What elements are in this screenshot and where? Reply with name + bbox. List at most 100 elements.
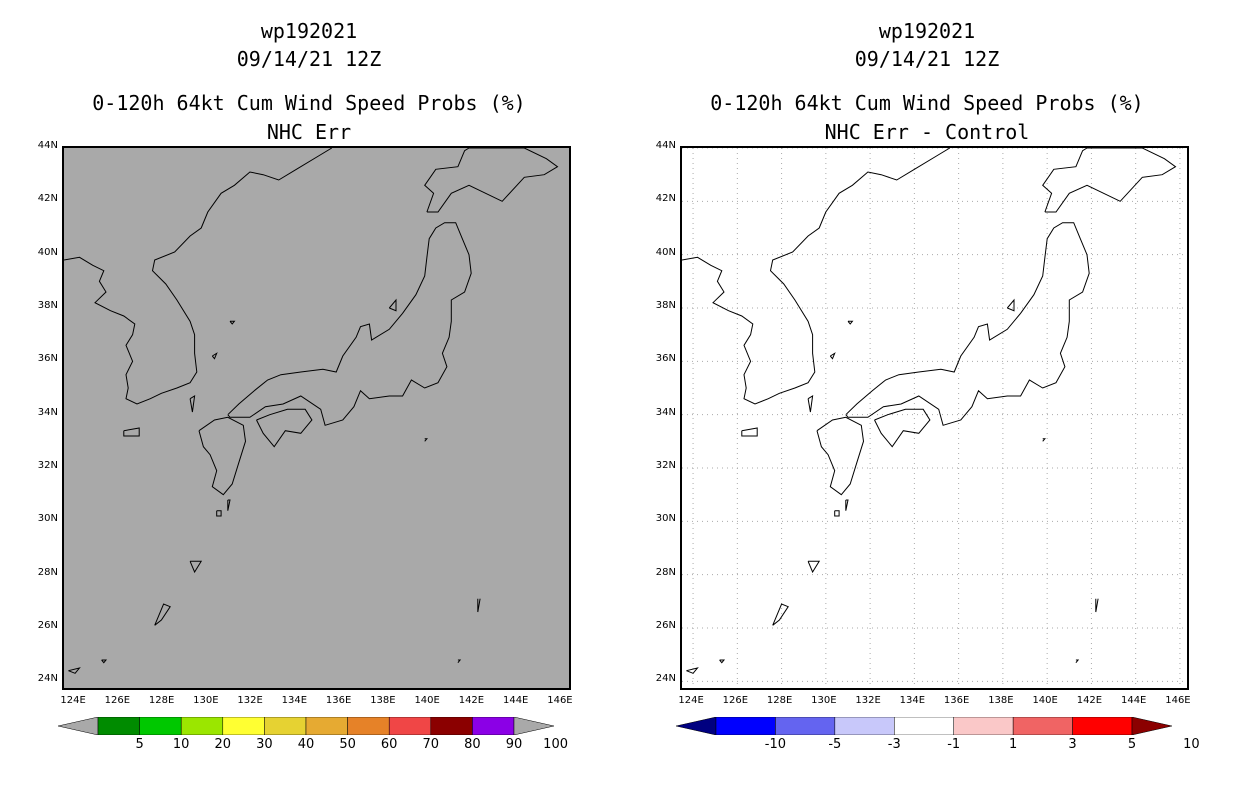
colorbar-swatch — [953, 716, 1014, 736]
lon-tick-label: 136E — [943, 695, 970, 706]
lat-tick-label: 30N — [37, 513, 58, 525]
lon-tick-label: 140E — [1032, 695, 1058, 706]
colorbar-label: 1 — [1009, 737, 1018, 752]
coastline — [227, 499, 231, 511]
colorbar-label: 80 — [464, 737, 481, 752]
date-title: 09/14/21 12Z — [236, 47, 382, 71]
colorbar-label: -1 — [947, 737, 961, 752]
lat-tick-label: 26N — [37, 620, 58, 631]
colorbar-swatch — [775, 716, 836, 736]
coastline — [457, 659, 462, 664]
colorbar — [57, 716, 555, 739]
panel-left: wp192021 09/14/21 12Z 0-120h 64kt Cum Wi… — [37, 19, 573, 752]
lon-tick-label: 144E — [1120, 695, 1147, 706]
coastline — [68, 667, 81, 674]
lat-tick-label: 40N — [37, 246, 58, 258]
coastline — [686, 667, 699, 674]
coastline — [816, 416, 865, 496]
coastline — [424, 438, 428, 442]
lat-tick-label: 42N — [37, 193, 58, 205]
coastline — [834, 510, 840, 517]
coastline — [807, 395, 814, 413]
map-frame — [62, 146, 571, 690]
lat-tick-label: 38N — [37, 300, 58, 311]
coastline — [845, 222, 1090, 426]
lon-tick-label: 126E — [722, 695, 749, 706]
colorbar-label: 50 — [339, 737, 356, 752]
coastline — [216, 510, 222, 517]
colorbar-swatch — [222, 716, 265, 736]
colorbar-swatch — [264, 716, 307, 736]
lat-tick-label: 40N — [655, 246, 676, 258]
colorbar-swatch — [472, 716, 515, 736]
lat-tick-label: 34N — [37, 406, 58, 418]
panel-right: wp192021 09/14/21 12Z 0-120h 64kt Cum Wi… — [618, 0, 1236, 800]
storm-id-title: wp192021 — [878, 19, 976, 43]
lat-tick-label: 28N — [655, 566, 676, 578]
colorbar-label: 40 — [297, 737, 315, 752]
colorbar-swatch — [347, 716, 390, 736]
lat-tick-label: 28N — [37, 566, 58, 578]
lon-tick-label: 130E — [193, 695, 219, 706]
experiment-title: NHC Err - Control — [824, 120, 1030, 144]
colorbar-label: -5 — [828, 737, 842, 752]
coastline — [1042, 148, 1177, 213]
coastline — [772, 603, 789, 626]
colorbar-label: -3 — [887, 737, 901, 752]
lon-tick-label: 134E — [281, 695, 308, 706]
lon-tick-label: 142E — [1076, 695, 1103, 706]
lat-tick-label: 32N — [655, 460, 676, 471]
map-frame — [680, 146, 1189, 690]
map-svg — [682, 148, 1187, 688]
coastline — [847, 320, 854, 325]
coastline — [1006, 298, 1015, 312]
lon-tick-label: 146E — [1165, 695, 1191, 706]
colorbar — [675, 716, 1173, 739]
colorbar-swatch — [180, 716, 224, 736]
colorbar-low-arrow — [57, 716, 99, 736]
lon-tick-label: 124E — [678, 695, 704, 706]
colorbar-svg — [57, 716, 555, 736]
lat-tick-label: 34N — [655, 406, 676, 418]
lat-tick-label: 36N — [655, 353, 676, 365]
lon-tick-label: 138E — [988, 695, 1014, 706]
lat-tick-label: 24N — [655, 673, 676, 685]
lon-tick-label: 136E — [325, 695, 352, 706]
colorbar-swatch — [1072, 716, 1133, 736]
lon-tick-label: 132E — [855, 695, 881, 706]
colorbar-label: 5 — [135, 737, 144, 752]
lat-tick-label: 32N — [37, 460, 58, 471]
coastline — [682, 148, 951, 405]
colorbar-label: 60 — [380, 737, 398, 752]
coastline — [1075, 659, 1080, 664]
colorbar-svg — [675, 716, 1173, 736]
lon-tick-label: 138E — [370, 695, 396, 706]
product-title: 0-120h 64kt Cum Wind Speed Probs (%) — [92, 91, 526, 115]
colorbar-swatch — [305, 716, 348, 736]
lon-tick-label: 146E — [547, 695, 573, 706]
coastline — [829, 352, 836, 360]
lon-tick-label: 144E — [502, 695, 529, 706]
colorbar-swatch — [834, 716, 895, 736]
coastline — [189, 395, 196, 413]
coastline — [424, 148, 559, 213]
coastline — [154, 603, 171, 626]
coastline — [388, 298, 397, 312]
lon-tick-label: 142E — [458, 695, 485, 706]
colorbar-swatch — [139, 716, 182, 736]
lon-tick-label: 128E — [148, 695, 175, 706]
experiment-title: NHC Err — [266, 120, 352, 144]
coastline — [64, 148, 333, 405]
lat-tick-label: 30N — [655, 513, 676, 525]
colorbar-swatch — [97, 716, 140, 736]
lon-tick-label: 124E — [60, 695, 86, 706]
coastline — [874, 408, 931, 448]
colorbar-label: 70 — [422, 737, 440, 752]
lon-tick-label: 140E — [414, 695, 440, 706]
lat-tick-label: 36N — [37, 353, 58, 365]
coastline — [211, 352, 218, 360]
lat-tick-label: 38N — [655, 300, 676, 311]
coastline — [189, 560, 203, 574]
coastline — [101, 659, 108, 664]
colorbar-label: 3 — [1068, 737, 1077, 752]
